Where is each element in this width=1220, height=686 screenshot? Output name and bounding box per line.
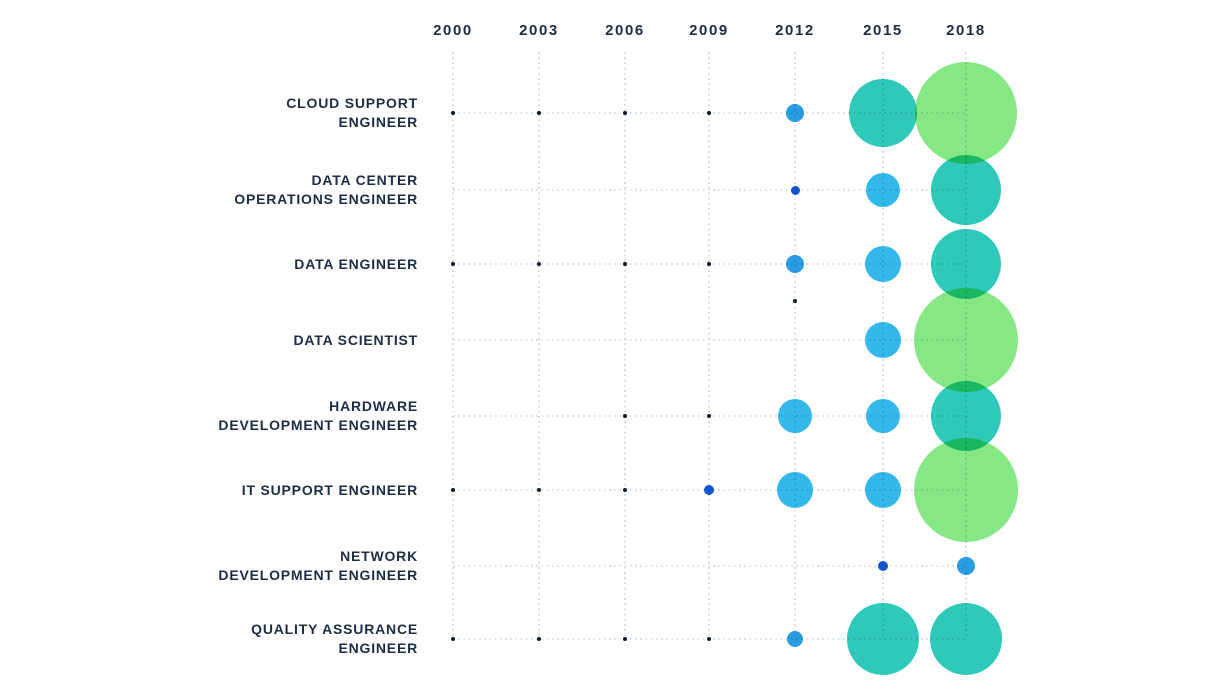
- data-bubble-data-engineer-2003: [537, 262, 541, 266]
- row-label-line: QUALITY ASSURANCE: [251, 621, 418, 637]
- row-label-line: OPERATIONS ENGINEER: [234, 191, 418, 207]
- data-bubble-hardware-development-engineer-2009: [707, 414, 711, 418]
- data-bubble-cloud-support-engineer-2000: [451, 111, 455, 115]
- data-bubble-it-support-engineer-2018: [914, 438, 1018, 542]
- data-bubble-it-support-engineer-2015: [865, 472, 901, 508]
- data-bubble-data-scientist-2015: [865, 322, 901, 358]
- data-bubble-it-support-engineer-2006: [623, 488, 627, 492]
- data-bubble-data-engineer-2015: [865, 246, 901, 282]
- row-label-data-center-operations-engineer: DATA CENTER OPERATIONS ENGINEER: [234, 171, 418, 209]
- row-label-line: DATA SCIENTIST: [293, 331, 418, 348]
- data-bubble-data-center-operations-engineer-2018: [931, 155, 1001, 225]
- data-bubble-data-center-operations-engineer-2015: [866, 173, 900, 207]
- row-label-quality-assurance-engineer: QUALITY ASSURANCE ENGINEER: [251, 620, 418, 658]
- data-bubble-cloud-support-engineer-2006: [623, 111, 627, 115]
- data-bubble-hardware-development-engineer-2012: [778, 399, 812, 433]
- data-bubble-it-support-engineer-2000: [451, 488, 455, 492]
- data-bubble-data-engineer-2000: [451, 262, 455, 266]
- data-bubble-it-support-engineer-2012: [777, 472, 813, 508]
- horizontal-gridline: [453, 565, 966, 567]
- row-label-line: DEVELOPMENT ENGINEER: [218, 567, 418, 583]
- vertical-gridline: [538, 52, 540, 640]
- vertical-gridline: [624, 52, 626, 640]
- year-label-2003: 2003: [519, 22, 559, 39]
- data-bubble-data-scientist-2018: [914, 288, 1018, 392]
- data-bubble-hardware-development-engineer-2015: [866, 399, 900, 433]
- row-label-it-support-engineer: IT SUPPORT ENGINEER: [242, 481, 418, 500]
- data-bubble-quality-assurance-engineer-2018: [930, 603, 1002, 675]
- row-label-line: HARDWARE: [329, 398, 418, 414]
- row-label-data-scientist: DATA SCIENTIST: [294, 331, 419, 350]
- row-label-line: CLOUD SUPPORT: [286, 95, 418, 111]
- vertical-gridline: [794, 52, 796, 640]
- data-bubble-cloud-support-engineer-2015: [849, 79, 917, 147]
- row-label-line: NETWORK: [340, 548, 418, 564]
- row-label-hardware-development-engineer: HARDWARE DEVELOPMENT ENGINEER: [218, 397, 418, 435]
- data-bubble-quality-assurance-engineer-2015: [847, 603, 919, 675]
- vertical-gridline: [708, 52, 710, 640]
- data-bubble-it-support-engineer-2003: [537, 488, 541, 492]
- row-label-line: IT SUPPORT ENGINEER: [241, 481, 418, 498]
- year-label-2015: 2015: [863, 22, 903, 39]
- row-label-network-development-engineer: NETWORK DEVELOPMENT ENGINEER: [218, 547, 418, 585]
- data-bubble-quality-assurance-engineer-2006: [623, 637, 627, 641]
- row-label-data-engineer: DATA ENGINEER: [294, 255, 418, 274]
- data-bubble-data-engineer-2009: [707, 262, 711, 266]
- data-bubble-cloud-support-engineer-2012: [786, 104, 804, 122]
- data-bubble-data-engineer-2006: [623, 262, 627, 266]
- horizontal-gridline: [453, 339, 966, 341]
- row-label-cloud-support-engineer: CLOUD SUPPORT ENGINEER: [286, 94, 418, 132]
- data-bubble-network-development-engineer-2015: [878, 561, 888, 571]
- year-label-2018: 2018: [946, 22, 986, 39]
- data-bubble-quality-assurance-engineer-2009: [707, 637, 711, 641]
- row-label-line: ENGINEER: [338, 640, 418, 656]
- data-bubble-quality-assurance-engineer-2012: [787, 631, 803, 647]
- vertical-gridline: [452, 52, 454, 640]
- year-label-2006: 2006: [605, 22, 645, 39]
- year-label-2009: 2009: [689, 22, 729, 39]
- row-label-line: ENGINEER: [338, 114, 418, 130]
- year-label-2012: 2012: [775, 22, 815, 39]
- data-bubble-data-engineer-2018: [931, 229, 1001, 299]
- data-bubble-network-development-engineer-2018: [957, 557, 975, 575]
- row-label-line: DATA CENTER: [311, 172, 418, 188]
- data-bubble-cloud-support-engineer-2009: [707, 111, 711, 115]
- data-bubble-data-center-operations-engineer-2012: [790, 185, 800, 195]
- row-label-line: DEVELOPMENT ENGINEER: [218, 417, 418, 433]
- year-label-2000: 2000: [433, 22, 473, 39]
- data-bubble-quality-assurance-engineer-2003: [537, 637, 541, 641]
- row-label-line: DATA ENGINEER: [294, 255, 418, 272]
- data-bubble-stray-2012: [793, 299, 797, 303]
- data-bubble-quality-assurance-engineer-2000: [451, 637, 455, 641]
- data-bubble-it-support-engineer-2009: [704, 485, 714, 495]
- data-bubble-hardware-development-engineer-2006: [623, 414, 627, 418]
- data-bubble-data-engineer-2012: [786, 255, 804, 273]
- data-bubble-cloud-support-engineer-2003: [537, 111, 541, 115]
- data-bubble-cloud-support-engineer-2018: [915, 62, 1017, 164]
- horizontal-gridline: [453, 189, 966, 191]
